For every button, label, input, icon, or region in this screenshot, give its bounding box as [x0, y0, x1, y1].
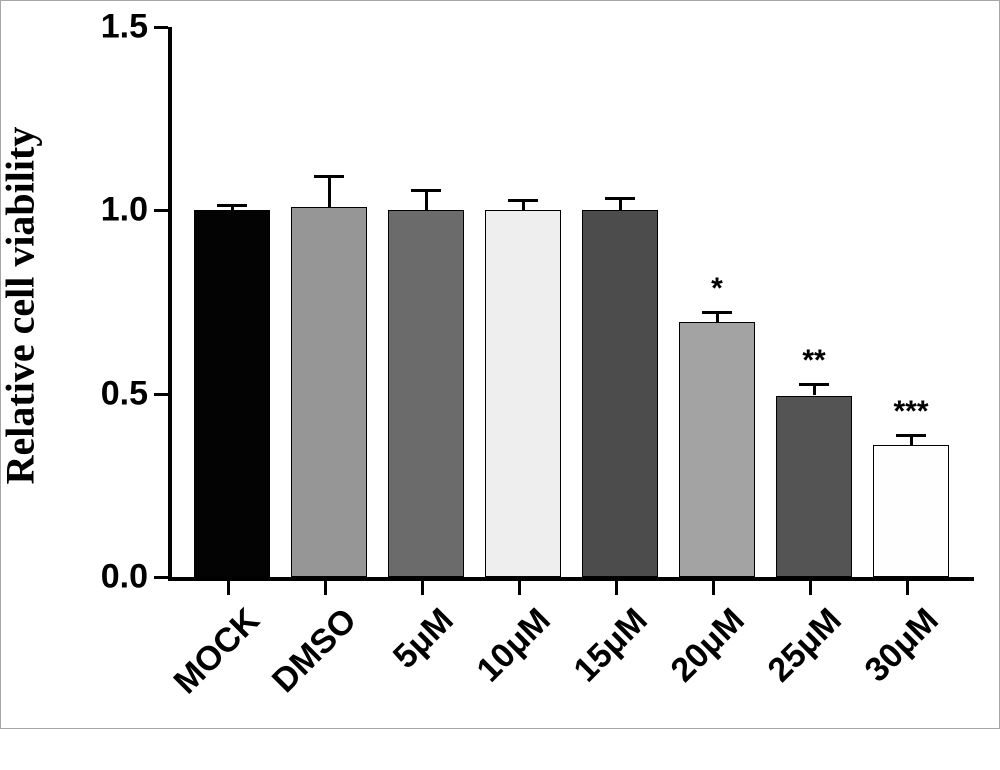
y-tick-mark: [154, 393, 168, 396]
y-tick-label: 0.0: [101, 558, 148, 597]
errorbar-cap: [702, 311, 732, 314]
bar: [873, 445, 949, 577]
x-tick-mark: [421, 581, 424, 595]
errorbar-line: [328, 176, 331, 207]
x-tick-mark: [809, 581, 812, 595]
x-tick-mark: [518, 581, 521, 595]
errorbar-cap: [896, 434, 926, 437]
x-tick-mark: [906, 581, 909, 595]
y-tick-mark: [154, 576, 168, 579]
bar: [679, 322, 755, 577]
bar: [291, 207, 367, 577]
errorbar-cap: [217, 204, 247, 207]
x-tick-mark: [712, 581, 715, 595]
x-tick-mark: [615, 581, 618, 595]
significance-marker: **: [802, 344, 825, 378]
y-axis-label: Relative cell viability: [0, 86, 44, 526]
errorbar-cap: [411, 189, 441, 192]
errorbar-cap: [508, 199, 538, 202]
x-tick-mark: [324, 581, 327, 595]
bar: [582, 210, 658, 577]
y-tick-mark: [154, 209, 168, 212]
x-tick-mark: [227, 581, 230, 595]
errorbar-cap: [314, 175, 344, 178]
significance-marker: *: [711, 272, 723, 306]
errorbar-cap: [799, 383, 829, 386]
y-tick-label: 0.5: [101, 374, 148, 413]
y-tick-label: 1.0: [101, 191, 148, 230]
figure: Relative cell viability 0.00.51.01.5 ***…: [0, 0, 1000, 729]
bar: [485, 210, 561, 577]
bar: [776, 396, 852, 578]
errorbar-cap: [605, 197, 635, 200]
plot-area: ******: [168, 27, 974, 581]
significance-marker: ***: [893, 395, 928, 429]
y-tick-mark: [154, 26, 168, 29]
bar: [194, 210, 270, 577]
bar: [388, 210, 464, 577]
y-tick-label: 1.5: [101, 8, 148, 47]
errorbar-line: [425, 190, 428, 210]
